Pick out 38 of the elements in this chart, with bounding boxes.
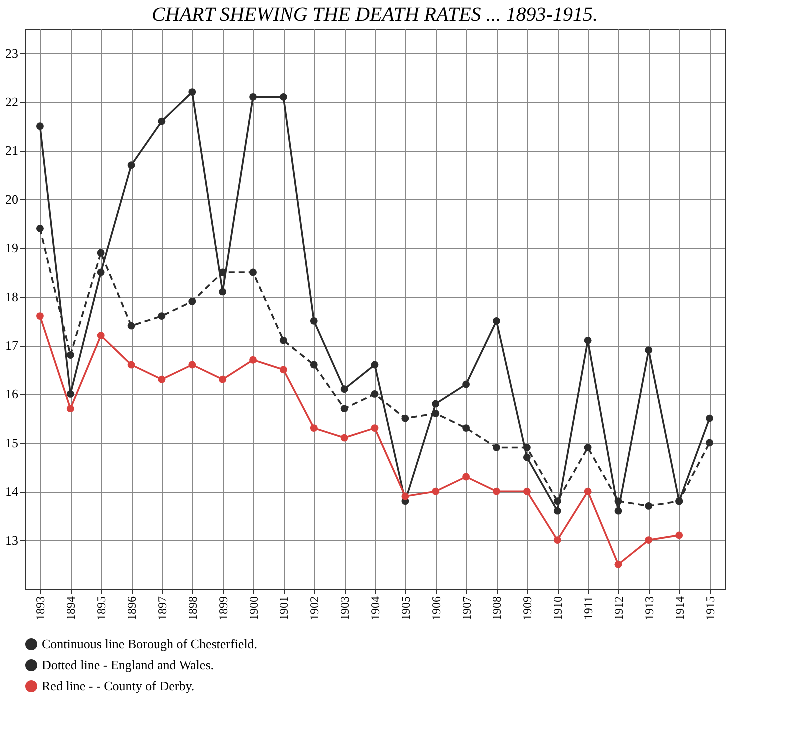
y-tick-label: 16	[6, 386, 19, 402]
x-tick-label: 1898	[186, 596, 200, 620]
x-tick-label: 1903	[338, 596, 352, 620]
y-tick-label: 20	[6, 192, 18, 207]
x-tick-label: 1909	[520, 596, 535, 620]
y-tick-label: 15	[6, 435, 18, 450]
x-tick-label: 1893	[34, 596, 48, 620]
y-tick-label: 18	[6, 289, 18, 304]
y-tick-label: 17	[6, 338, 19, 354]
chart-title: CHART SHEWING THE DEATH RATES ... 1893-1915.	[152, 4, 598, 26]
x-tick-label: 1906	[429, 596, 444, 620]
x-tick-label: 1914	[672, 596, 687, 620]
x-tick-label: 1895	[94, 596, 109, 620]
x-tick-label: 1915	[703, 596, 718, 620]
x-tick-label: 1904	[368, 596, 382, 620]
y-tick-label: 13	[6, 532, 18, 548]
x-tick-label: 1899	[216, 596, 230, 620]
x-tick-label: 1908	[490, 596, 504, 620]
x-tick-label: 1905	[398, 596, 413, 620]
y-tick-label: 14	[6, 484, 19, 500]
y-tick-label: 19	[6, 240, 18, 256]
x-tick-label: 1897	[155, 596, 170, 620]
x-tick-label: 1907	[460, 596, 474, 620]
x-tick-label: 1912	[612, 596, 626, 620]
x-tick-label: 1896	[125, 596, 140, 620]
x-tick-label: 1902	[308, 596, 322, 620]
legend-label: Red line - - County of Derby.	[42, 678, 195, 694]
y-tick-label: 23	[6, 46, 18, 61]
x-tick-label: 1910	[551, 596, 566, 620]
legend-label: Continuous line Borough of Chesterfield.	[42, 636, 258, 652]
x-tick-label: 1900	[246, 596, 261, 620]
legend-label: Dotted line - England and Wales.	[42, 658, 214, 672]
y-tick-label: 21	[6, 143, 18, 158]
x-tick-label: 1901	[277, 596, 292, 620]
x-tick-label: 1894	[64, 596, 78, 620]
x-tick-label: 1911	[582, 596, 596, 620]
x-tick-label: 1913	[642, 596, 656, 620]
y-tick-label: 22	[6, 94, 18, 110]
